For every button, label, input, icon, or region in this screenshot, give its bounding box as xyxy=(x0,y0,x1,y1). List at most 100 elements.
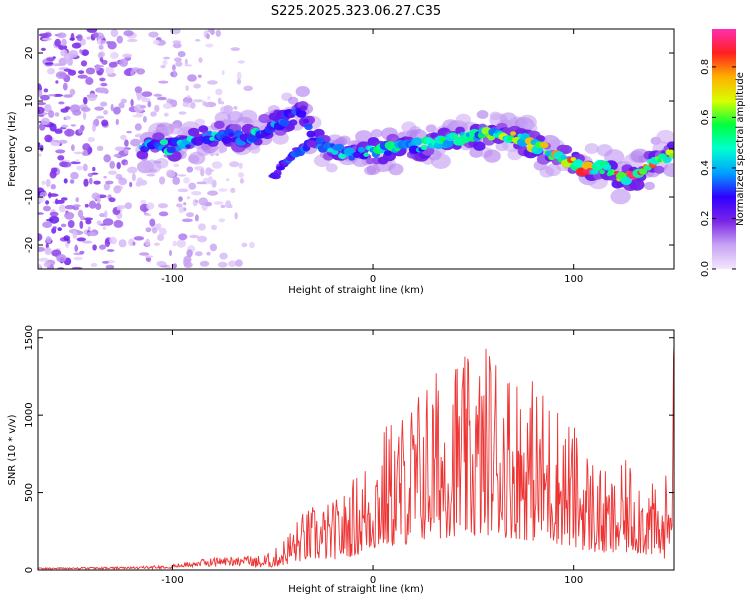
noise-blob xyxy=(72,109,82,116)
noise-blob xyxy=(97,38,102,45)
ridge-blob xyxy=(560,144,573,155)
noise-blob xyxy=(101,119,109,127)
noise-blob xyxy=(130,138,141,147)
noise-blob xyxy=(70,171,79,180)
noise-blob xyxy=(96,145,104,151)
noise-blob xyxy=(178,205,184,214)
noise-blob xyxy=(81,107,91,112)
ridge-blob xyxy=(570,157,576,162)
noise-blob xyxy=(102,226,107,230)
noise-blob xyxy=(108,197,116,203)
noise-blob xyxy=(157,203,169,209)
noise-blob xyxy=(38,246,46,252)
ridge-blob xyxy=(221,136,232,144)
ridge-blob xyxy=(656,129,674,145)
ridge-blob xyxy=(669,153,674,158)
noise-blob xyxy=(52,93,64,97)
noise-blob xyxy=(144,213,152,217)
noise-blob xyxy=(221,70,225,76)
noise-blob xyxy=(69,179,75,184)
noise-blob xyxy=(235,259,243,267)
noise-blob xyxy=(178,111,187,115)
noise-blob xyxy=(79,49,83,54)
ridge-blob xyxy=(476,110,489,119)
ridge-blob xyxy=(136,150,149,160)
noise-blob xyxy=(82,163,88,172)
noise-blob xyxy=(44,134,53,143)
noise-blob xyxy=(236,78,242,85)
noise-blob xyxy=(133,236,145,241)
noise-blob xyxy=(122,53,133,58)
noise-blob xyxy=(115,118,119,125)
noise-blob xyxy=(51,227,57,234)
noise-blob xyxy=(207,96,211,100)
noise-blob xyxy=(190,101,196,109)
noise-blob xyxy=(63,53,71,62)
noise-blob xyxy=(50,142,61,147)
noise-blob xyxy=(69,88,76,96)
noise-blob xyxy=(49,211,59,217)
noise-blob xyxy=(196,181,207,185)
y-tick-label: 1000 xyxy=(24,402,35,427)
ridge-blob xyxy=(599,169,605,175)
noise-blob xyxy=(130,99,134,107)
ridge-blob xyxy=(411,137,423,146)
noise-blob xyxy=(93,180,101,185)
noise-blob xyxy=(136,94,142,101)
ridge-blob xyxy=(420,144,428,151)
ridge-blob xyxy=(154,158,169,169)
noise-blob xyxy=(94,64,101,72)
noise-blob xyxy=(103,183,111,191)
noise-blob xyxy=(58,139,68,144)
noise-blob xyxy=(70,124,76,127)
noise-blob xyxy=(241,242,248,248)
ridge-blob xyxy=(306,130,316,138)
noise-blob xyxy=(58,101,65,105)
ridge-blob xyxy=(639,168,648,175)
ridge-blob xyxy=(424,137,434,145)
noise-blob xyxy=(71,266,83,269)
noise-blob xyxy=(38,195,45,203)
noise-blob xyxy=(49,123,57,132)
noise-blob xyxy=(132,241,136,246)
ridge-blob xyxy=(582,161,594,171)
noise-blob xyxy=(86,29,98,33)
noise-blob xyxy=(77,209,84,218)
noise-blob xyxy=(178,233,188,241)
noise-blob xyxy=(127,166,138,174)
ridge-blob xyxy=(228,132,235,138)
noise-blob xyxy=(106,40,112,45)
noise-blob xyxy=(116,162,121,170)
noise-blob xyxy=(38,257,49,262)
ridge-blob xyxy=(185,144,191,149)
noise-blob xyxy=(145,238,151,247)
noise-blob xyxy=(90,263,98,267)
noise-blob xyxy=(61,38,67,47)
noise-blob xyxy=(197,223,206,231)
noise-blob xyxy=(229,161,240,168)
noise-blob xyxy=(57,32,67,39)
noise-blob xyxy=(80,60,88,67)
noise-blob xyxy=(217,261,228,268)
y-tick-label: 20 xyxy=(24,47,35,60)
spectrogram-marks xyxy=(38,29,674,269)
noise-blob xyxy=(92,32,99,38)
noise-blob xyxy=(110,29,119,38)
x-tick-label: 100 xyxy=(564,575,583,586)
noise-blob xyxy=(77,74,88,79)
noise-blob xyxy=(57,227,62,232)
noise-blob xyxy=(213,201,224,205)
noise-blob xyxy=(124,139,129,147)
noise-blob xyxy=(97,52,104,59)
noise-blob xyxy=(160,65,166,69)
noise-blob xyxy=(157,233,165,242)
ridge-blob xyxy=(644,181,655,191)
noise-blob xyxy=(38,212,44,215)
noise-blob xyxy=(154,104,160,113)
ridge-blob xyxy=(560,154,567,160)
y-tick-label: 500 xyxy=(24,483,35,502)
noise-blob xyxy=(155,223,162,231)
ridge-blob xyxy=(654,165,665,174)
